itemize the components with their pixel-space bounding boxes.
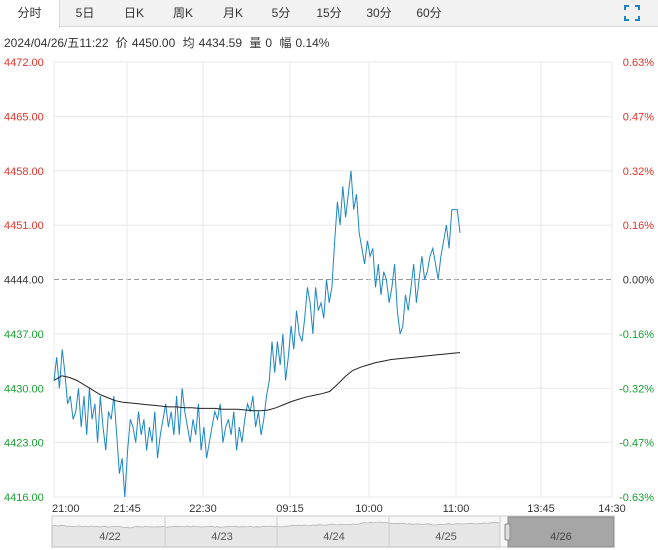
x-tick-label: 13:45	[527, 503, 555, 515]
tab-monthly-k[interactable]: 月K	[222, 6, 243, 20]
x-tick-label: 11:00	[443, 503, 470, 515]
y-tick-label: 4437.00	[4, 329, 44, 341]
avg-label: 均	[182, 36, 195, 50]
y-tick-label: 4444.00	[4, 275, 44, 287]
tab-intraday[interactable]: 分时	[0, 0, 60, 28]
pct-tick-label: 0.32%	[623, 166, 654, 178]
x-tick-label: 09:15	[276, 503, 304, 515]
timeline-selection[interactable]	[507, 516, 615, 548]
timeline-day-label: 4/25	[435, 531, 456, 543]
pct-tick-label: -0.47%	[619, 438, 654, 450]
y-tick-label: 4423.00	[4, 438, 44, 450]
y-tick-label: 4430.00	[4, 383, 44, 395]
timeline-day-label: 4/26	[550, 531, 571, 543]
fullscreen-icon[interactable]	[624, 5, 640, 21]
pct-tick-label: -0.16%	[619, 329, 654, 341]
pct-tick-label: 0.63%	[623, 57, 654, 69]
y-tick-label: 4451.00	[4, 220, 44, 232]
avg-value: 4434.59	[198, 36, 243, 50]
price-line	[53, 170, 461, 498]
x-tick-label: 10:00	[355, 503, 383, 515]
price-value: 4450.00	[131, 36, 176, 50]
tab-15min[interactable]: 15分	[316, 6, 342, 20]
y-tick-label: 4458.00	[4, 166, 44, 178]
pct-tick-label: -0.63%	[619, 492, 654, 504]
timeline-day-label: 4/24	[323, 531, 344, 543]
tab-weekly-k[interactable]: 周K	[172, 6, 193, 20]
amplitude-label: 幅	[279, 36, 292, 50]
quote-datetime: 2024/04/26/五11:22	[4, 36, 109, 50]
timeline-day-label: 4/23	[211, 531, 232, 543]
y-tick-label: 4416.00	[4, 492, 44, 504]
volume-label: 量	[249, 36, 262, 50]
y-tick-label: 4472.00	[4, 57, 44, 69]
volume-value: 0	[265, 36, 273, 50]
period-tab-bar: 分时 5日 日K 周K 月K 5分 15分 30分 60分	[0, 0, 658, 28]
x-tick-label: 21:45	[113, 503, 141, 515]
average-line	[53, 352, 461, 412]
pct-tick-label: 0.47%	[623, 111, 654, 123]
tab-5min[interactable]: 5分	[271, 6, 291, 20]
amplitude-value: 0.14%	[295, 36, 330, 50]
price-label: 价	[115, 36, 128, 50]
timeline-handle[interactable]	[504, 523, 511, 541]
tab-5day[interactable]: 5日	[75, 6, 95, 20]
pct-tick-label: 0.16%	[623, 220, 654, 232]
x-tick-label: 21:00	[52, 503, 80, 515]
pct-tick-label: 0.00%	[623, 275, 654, 287]
x-tick-label: 14:30	[598, 503, 626, 515]
tab-30min[interactable]: 30分	[366, 6, 392, 20]
pct-tick-label: -0.32%	[619, 383, 654, 395]
x-tick-label: 22:30	[189, 503, 217, 515]
tab-daily-k[interactable]: 日K	[123, 6, 144, 20]
timeline-day-label: 4/22	[99, 531, 120, 543]
tab-60min[interactable]: 60分	[416, 6, 442, 20]
y-tick-label: 4465.00	[4, 111, 44, 123]
